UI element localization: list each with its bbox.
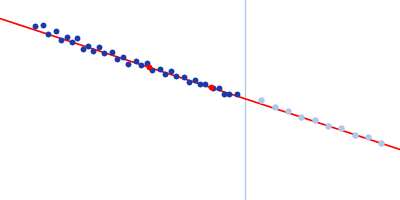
Point	[80, 48, 86, 51]
Point	[365, 136, 371, 139]
Point	[45, 33, 51, 36]
Point	[85, 44, 91, 47]
Point	[312, 118, 318, 121]
Point	[226, 92, 232, 95]
Point	[298, 116, 304, 119]
Point	[285, 109, 291, 113]
Point	[181, 75, 187, 79]
Point	[32, 25, 38, 28]
Point	[221, 92, 227, 95]
Point	[162, 73, 168, 76]
Point	[90, 49, 96, 53]
Point	[157, 67, 163, 71]
Point	[173, 75, 179, 78]
Point	[258, 99, 264, 102]
Point	[149, 69, 155, 72]
Point	[325, 124, 331, 127]
Point	[192, 79, 198, 82]
Point	[69, 41, 75, 44]
Point	[109, 50, 115, 53]
Point	[58, 39, 64, 42]
Point	[114, 57, 120, 60]
Point	[202, 82, 208, 86]
Point	[146, 66, 152, 69]
Point	[338, 127, 344, 130]
Point	[101, 51, 107, 54]
Point	[64, 35, 70, 38]
Point	[168, 69, 174, 72]
Point	[378, 142, 384, 145]
Point	[208, 86, 214, 89]
Point	[234, 93, 240, 96]
Point	[53, 30, 59, 33]
Point	[352, 133, 358, 136]
Point	[40, 24, 46, 27]
Point	[74, 37, 80, 40]
Point	[138, 63, 144, 66]
Point	[197, 82, 203, 86]
Point	[125, 62, 131, 66]
Point	[96, 46, 102, 49]
Point	[120, 55, 126, 58]
Point	[210, 87, 216, 90]
Point	[133, 60, 139, 63]
Point	[216, 87, 222, 90]
Point	[186, 81, 192, 84]
Point	[144, 61, 150, 65]
Point	[272, 105, 278, 108]
